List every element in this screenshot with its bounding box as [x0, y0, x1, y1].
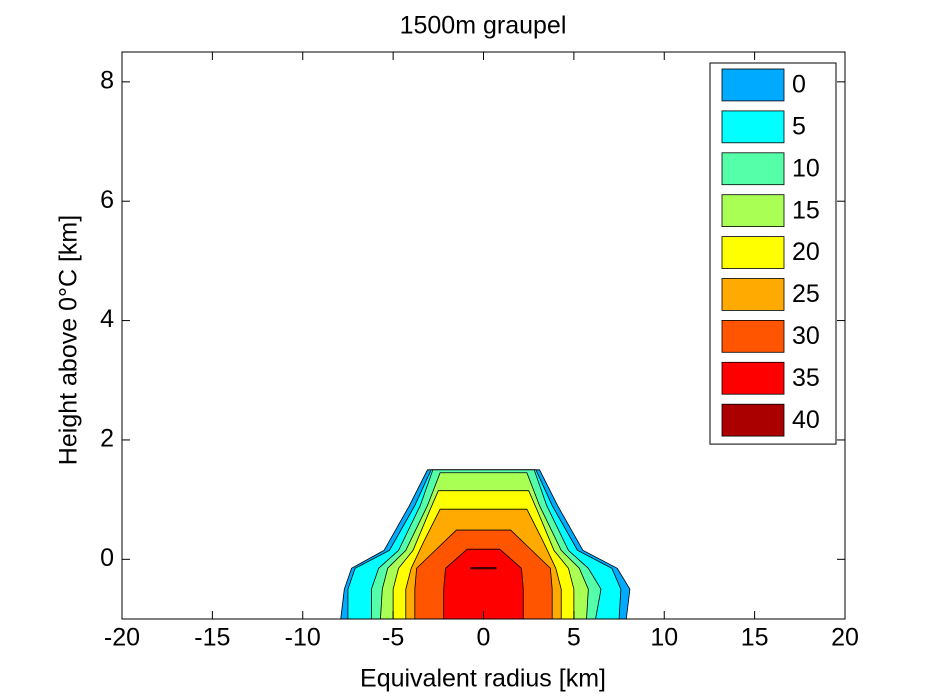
y-axis-label: Height above 0°C [km]: [55, 215, 83, 465]
x-tick-label: 15: [741, 624, 769, 652]
legend-label: 5: [792, 112, 806, 140]
x-tick-label: 10: [650, 624, 678, 652]
x-tick-label: 5: [567, 624, 581, 652]
contour-region: [443, 548, 524, 620]
legend-label: 20: [792, 238, 820, 266]
x-tick-label: -10: [285, 624, 321, 652]
x-tick-label: -5: [382, 624, 404, 652]
legend-swatch: [721, 194, 785, 227]
contour-region: [470, 567, 497, 570]
legend-label: 15: [792, 196, 820, 224]
legend-label: 10: [792, 154, 820, 182]
legend-label: 30: [792, 322, 820, 350]
legend-label: 35: [792, 364, 820, 392]
x-tick-label: -20: [104, 624, 140, 652]
legend-swatch: [721, 68, 785, 102]
legend-swatch: [721, 361, 785, 395]
y-tick-label: 6: [100, 186, 114, 214]
legend-swatch: [721, 110, 785, 144]
legend-label: 40: [792, 406, 820, 434]
x-tick-label: -15: [194, 624, 230, 652]
legend-swatch: [721, 319, 785, 353]
x-axis-label: Equivalent radius [km]: [360, 665, 606, 693]
x-tick-label: 20: [831, 624, 859, 652]
legend-label: 0: [792, 71, 806, 99]
y-tick-label: 8: [100, 66, 114, 94]
x-tick-label: 0: [477, 624, 491, 652]
legend-swatch: [721, 236, 785, 269]
legend-label: 25: [792, 280, 820, 308]
legend-swatch: [721, 152, 785, 186]
legend-swatch: [721, 403, 785, 437]
y-tick-label: 2: [100, 425, 114, 453]
y-tick-label: 0: [100, 544, 114, 572]
y-tick-label: 4: [100, 305, 114, 333]
chart-title: 1500m graupel: [400, 12, 567, 40]
legend-swatch: [721, 278, 785, 311]
